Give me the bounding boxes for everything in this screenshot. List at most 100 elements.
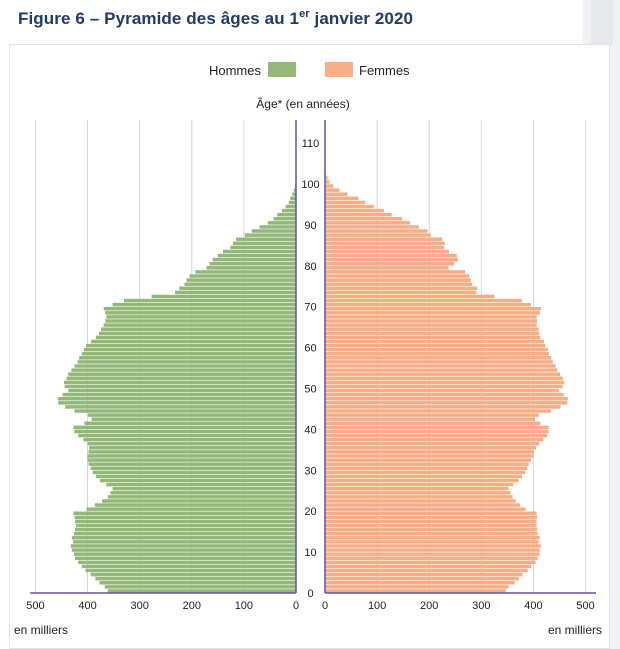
bar-hommes-age-26 <box>106 482 296 487</box>
bar-femmes-age-5 <box>325 568 528 573</box>
bar-femmes-age-6 <box>325 564 532 569</box>
bar-femmes-age-31 <box>325 462 529 466</box>
bar-femmes-age-80 <box>325 262 455 266</box>
bar-hommes-age-66 <box>105 319 296 323</box>
bar-hommes-age-45 <box>65 405 296 409</box>
y-tick-label-90: 90 <box>304 220 316 232</box>
bar-femmes-age-64 <box>325 327 539 331</box>
bar-hommes-age-15 <box>75 527 296 532</box>
bar-femmes-age-88 <box>325 229 428 233</box>
bar-hommes-age-35 <box>89 446 296 450</box>
scrollbar-thumb[interactable] <box>591 0 613 45</box>
bar-hommes-age-65 <box>103 323 296 327</box>
y-axis-title: Âge* (en années) <box>256 96 349 111</box>
bar-hommes-age-70 <box>112 302 296 307</box>
bar-hommes-age-38 <box>78 433 296 438</box>
bar-femmes-age-91 <box>325 217 403 221</box>
bar-hommes-age-34 <box>88 450 296 454</box>
bar-hommes-age-62 <box>95 335 297 340</box>
bar-femmes-age-55 <box>325 364 556 368</box>
bar-femmes-age-97 <box>325 192 348 196</box>
bar-hommes-age-18 <box>74 515 297 520</box>
bar-femmes-age-3 <box>325 576 519 581</box>
bar-hommes-age-74 <box>179 286 296 291</box>
bar-femmes-age-44 <box>325 409 552 413</box>
bar-hommes-age-94 <box>285 204 296 209</box>
bar-femmes-age-39 <box>325 429 549 434</box>
bar-hommes-age-60 <box>85 343 297 348</box>
bar-femmes-age-65 <box>325 323 537 327</box>
bar-hommes-age-6 <box>81 564 296 569</box>
y-tick-label-110: 110 <box>302 138 320 150</box>
bar-hommes-age-86 <box>236 237 296 241</box>
bar-hommes-age-41 <box>84 421 297 426</box>
bar-femmes-age-46 <box>325 401 568 405</box>
bar-femmes-age-63 <box>325 331 540 336</box>
bar-femmes-age-2 <box>325 581 515 585</box>
bar-hommes-age-90 <box>267 221 296 225</box>
bar-hommes-age-81 <box>212 257 296 262</box>
x-tick-label-left-0: 0 <box>293 600 299 612</box>
bar-femmes-age-9 <box>325 552 540 556</box>
bar-femmes-age-22 <box>325 499 516 503</box>
bar-hommes-age-1 <box>104 585 296 589</box>
bar-hommes-age-57 <box>79 356 296 360</box>
bar-hommes-age-0 <box>107 589 296 593</box>
bar-femmes-age-87 <box>325 233 431 237</box>
bar-hommes-age-20 <box>86 507 296 511</box>
bar-hommes-age-3 <box>95 576 296 581</box>
bar-femmes-age-27 <box>325 478 519 483</box>
bar-hommes-age-89 <box>259 225 296 229</box>
y-tick-label-20: 20 <box>304 506 316 518</box>
bars-femmes <box>325 163 568 593</box>
bar-femmes-age-30 <box>325 466 528 470</box>
bar-hommes-age-71 <box>124 298 296 303</box>
bar-hommes-age-21 <box>94 503 296 507</box>
bar-hommes-age-13 <box>71 536 296 540</box>
bar-femmes-age-86 <box>325 237 443 241</box>
bar-hommes-age-88 <box>251 229 296 233</box>
legend-swatch-hommes <box>268 62 296 77</box>
bar-hommes-age-43 <box>88 413 296 417</box>
bar-femmes-age-93 <box>325 208 384 213</box>
bar-hommes-age-97 <box>292 192 296 196</box>
bar-femmes-age-54 <box>325 368 558 372</box>
bar-hommes-age-24 <box>110 491 297 495</box>
bar-hommes-age-25 <box>112 486 296 491</box>
bar-femmes-age-36 <box>325 441 540 446</box>
y-tick-label-50: 50 <box>304 384 316 396</box>
bar-hommes-age-19 <box>73 511 296 515</box>
bar-hommes-age-54 <box>71 368 297 372</box>
bar-hommes-age-11 <box>70 544 296 548</box>
bar-femmes-age-11 <box>325 544 541 548</box>
bar-hommes-age-49 <box>68 388 297 393</box>
bar-femmes-age-49 <box>325 388 559 393</box>
bar-hommes-age-50 <box>64 384 297 389</box>
bar-hommes-age-33 <box>87 454 297 458</box>
bar-hommes-age-32 <box>87 458 297 462</box>
legend-label-hommes: Hommes <box>209 63 262 78</box>
bar-hommes-age-29 <box>92 470 297 475</box>
bar-femmes-age-95 <box>325 200 366 205</box>
bar-hommes-age-2 <box>99 581 296 585</box>
bar-femmes-age-15 <box>325 527 538 532</box>
y-tick-label-40: 40 <box>304 424 316 436</box>
bar-femmes-age-76 <box>325 278 471 282</box>
bar-hommes-age-27 <box>100 478 296 483</box>
bar-femmes-age-94 <box>325 204 374 209</box>
legend-label-femmes: Femmes <box>359 63 410 78</box>
bar-femmes-age-10 <box>325 548 540 552</box>
bar-femmes-age-70 <box>325 302 531 307</box>
x-tick-label-left-500: 500 <box>26 600 44 612</box>
bar-femmes-age-56 <box>325 360 553 364</box>
bar-hommes-age-93 <box>281 208 296 213</box>
bar-hommes-age-52 <box>66 376 296 381</box>
bar-hommes-age-40 <box>73 425 296 430</box>
bar-femmes-age-51 <box>325 380 565 385</box>
bar-femmes-age-32 <box>325 458 531 462</box>
bar-femmes-age-83 <box>325 249 450 254</box>
bar-hommes-age-12 <box>72 540 297 544</box>
y-tick-label-10: 10 <box>304 547 316 559</box>
bar-femmes-age-73 <box>325 290 477 295</box>
bar-femmes-age-60 <box>325 343 546 348</box>
